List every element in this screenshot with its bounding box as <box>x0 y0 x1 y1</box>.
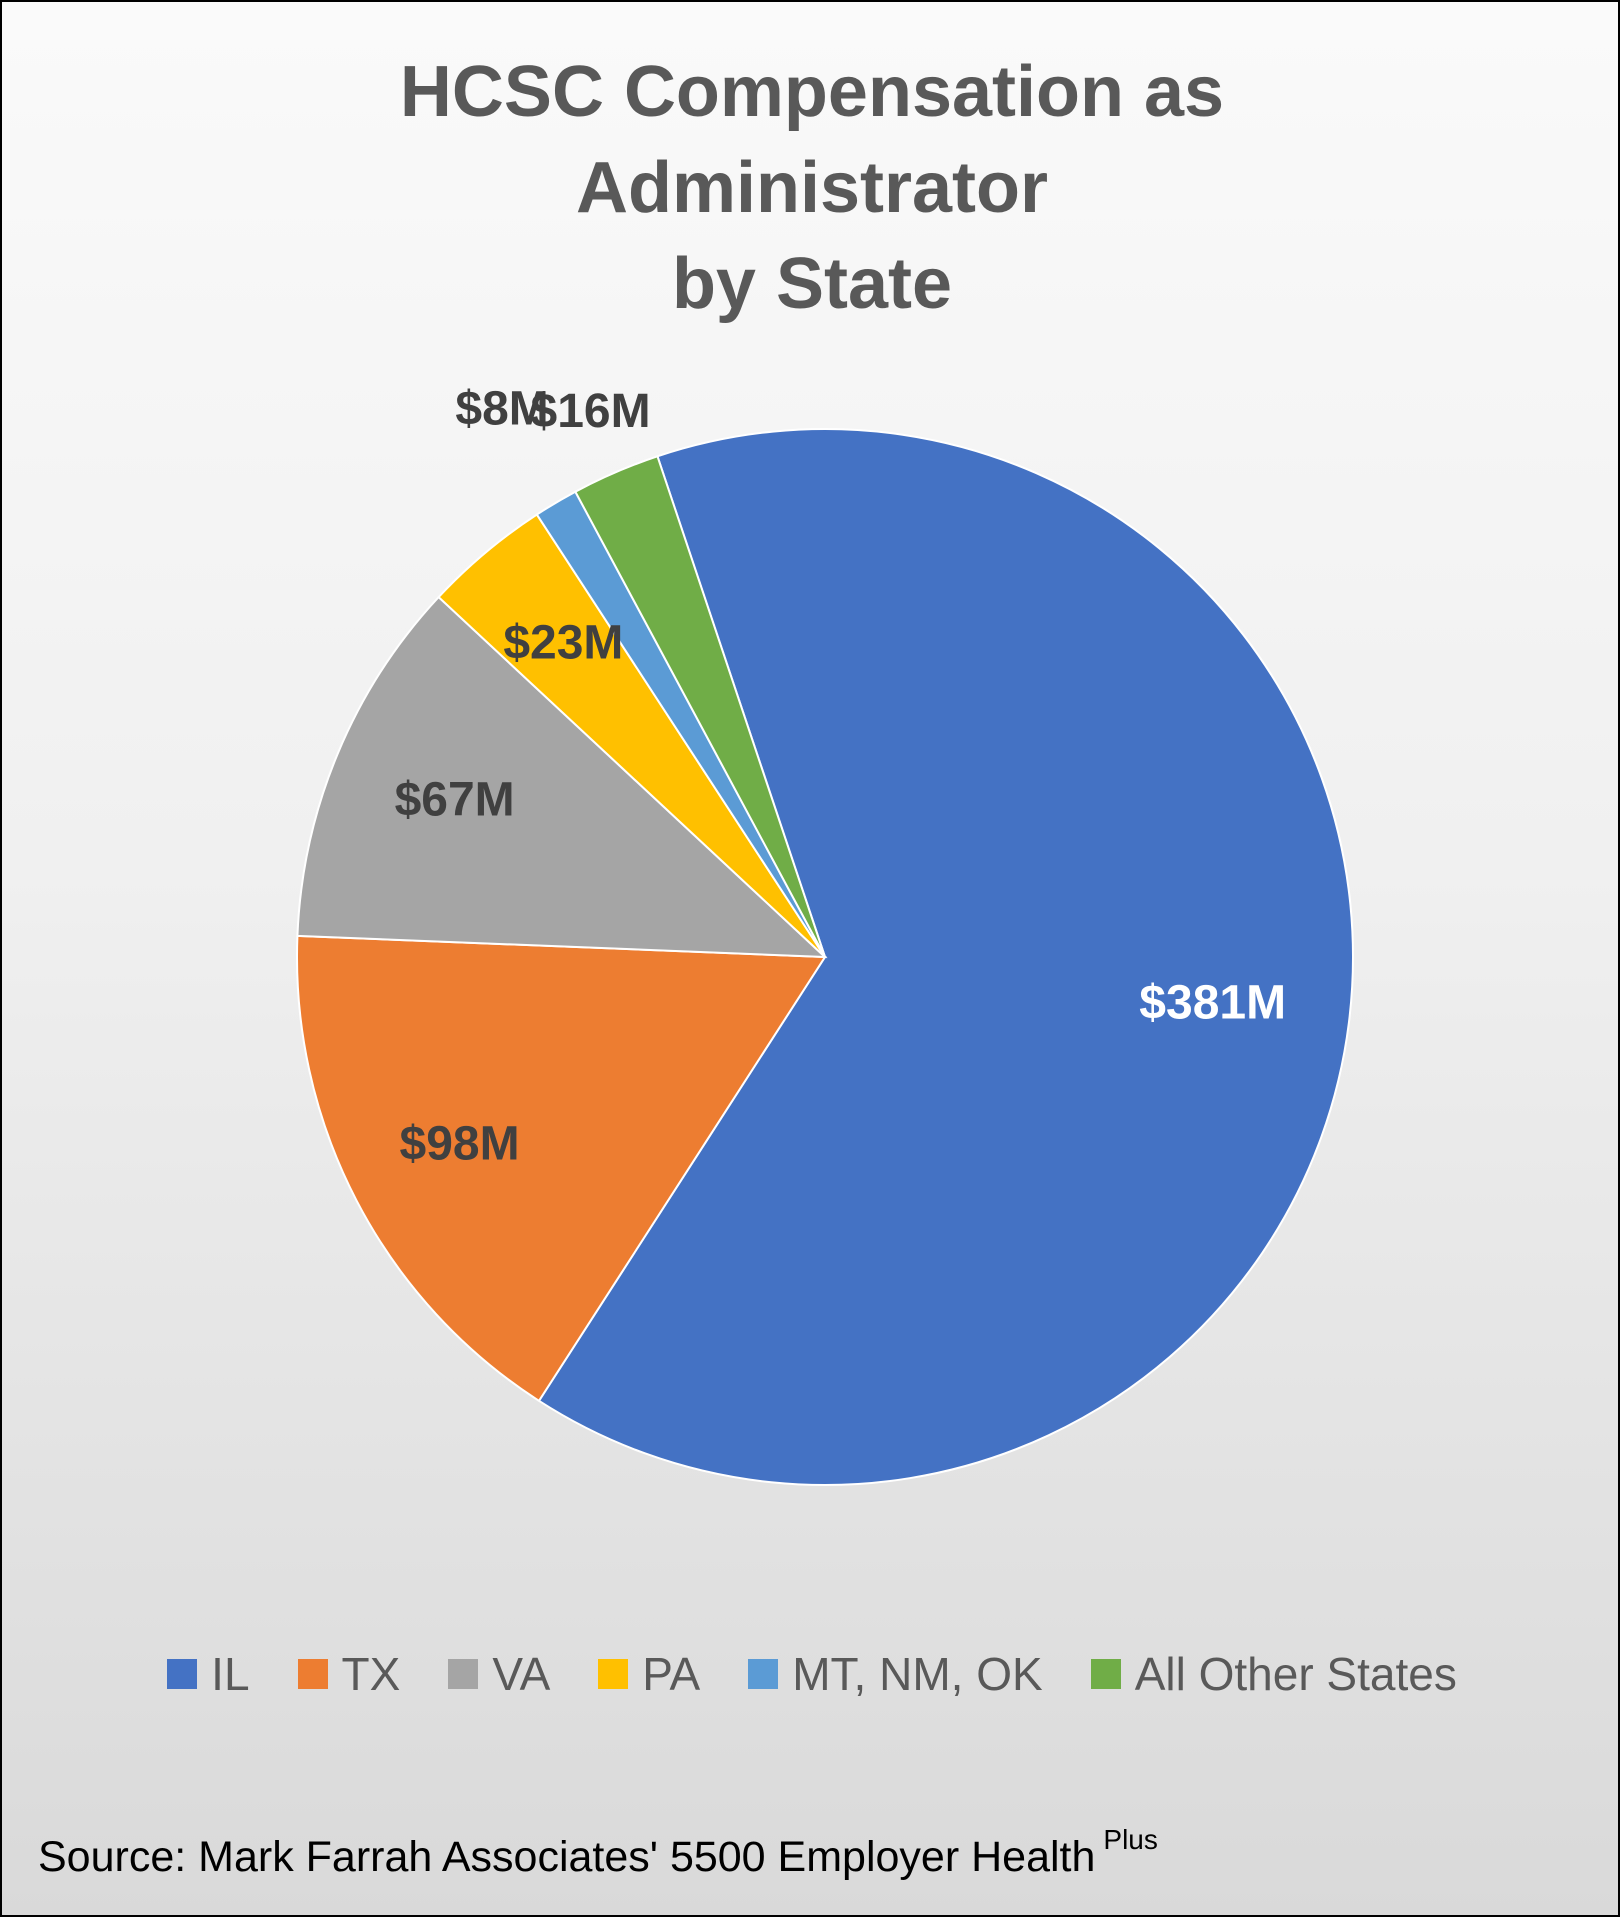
legend-swatch-all-other-states <box>1090 1659 1121 1689</box>
pie-slice-il <box>537 428 1354 1486</box>
data-label-pa: $23M <box>503 616 623 669</box>
legend-swatch-tx <box>297 1659 328 1689</box>
pie-slice-va <box>296 595 828 959</box>
legend-item-il: IL <box>167 1647 250 1701</box>
pie-slice-tx <box>296 934 827 1403</box>
chart-title-line-1: HCSC Compensation as <box>399 52 1225 132</box>
legend-swatch-pa <box>598 1659 629 1689</box>
legend-item-va: VA <box>448 1647 550 1701</box>
legend-label-il: IL <box>211 1648 250 1700</box>
chart-title: HCSC Compensation as Administrator by St… <box>2 44 1620 332</box>
source-note: Source: Mark Farrah Associates' 5500 Emp… <box>38 1824 1158 1882</box>
legend-label-va: VA <box>492 1648 551 1700</box>
data-label-il: $381M <box>1139 976 1286 1029</box>
data-label-mt-nm-ok: $8M <box>455 383 548 436</box>
source-text: Source: Mark Farrah Associates' 5500 Emp… <box>38 1833 1096 1881</box>
legend-swatch-mt-nm-ok <box>748 1659 779 1689</box>
legend-item-pa: PA <box>598 1647 700 1701</box>
legend-swatch-va <box>448 1659 479 1689</box>
legend-swatch-il <box>167 1659 198 1689</box>
pie-slice-all-other-states <box>574 455 826 958</box>
legend: IL TX VA PA MT, NM, OK All Other States <box>2 1647 1620 1701</box>
legend-label-all-other-states: All Other States <box>1134 1648 1457 1700</box>
data-label-va: $67M <box>395 773 515 826</box>
legend-item-mt-nm-ok: MT, NM, OK <box>748 1647 1043 1701</box>
source-superscript: Plus <box>1103 1824 1158 1855</box>
legend-label-mt-nm-ok: MT, NM, OK <box>792 1648 1043 1700</box>
legend-item-tx: TX <box>297 1647 401 1701</box>
data-label-all-other-states: $16M <box>531 385 651 438</box>
chart-title-line-2: Administrator <box>575 148 1049 228</box>
data-label-tx: $98M <box>400 1118 520 1171</box>
legend-label-pa: PA <box>642 1648 701 1700</box>
chart-title-line-3: by State <box>671 244 953 324</box>
legend-label-tx: TX <box>341 1648 401 1700</box>
legend-item-all-other-states: All Other States <box>1090 1647 1457 1701</box>
